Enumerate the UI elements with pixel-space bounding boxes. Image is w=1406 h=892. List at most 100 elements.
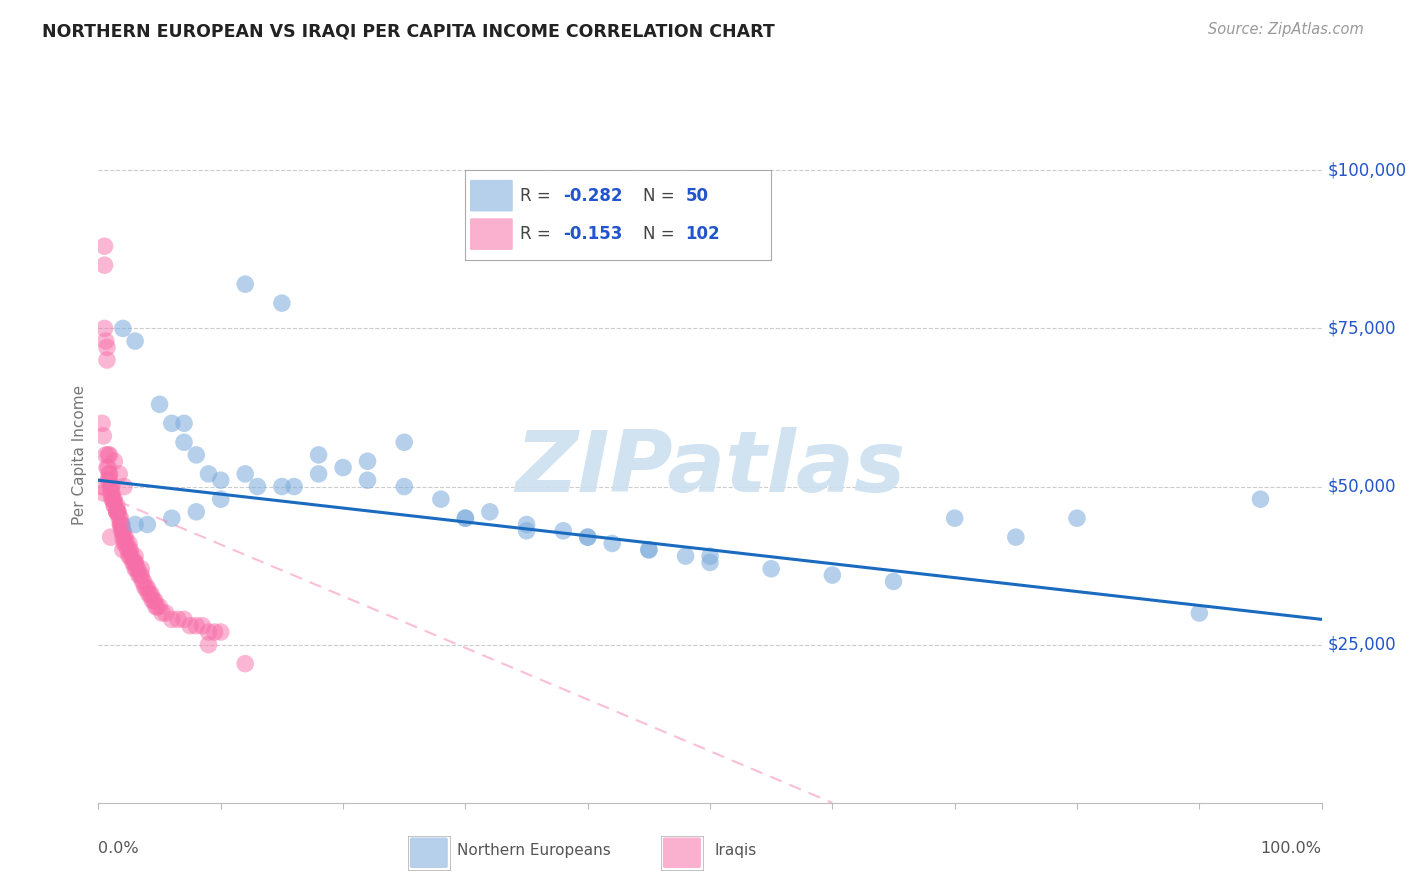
Point [142,593,165,607]
Point [233,657,256,671]
Point [553,524,575,538]
Point [186,448,208,462]
Point [392,435,416,450]
Point [332,460,354,475]
Point [124,562,146,576]
Point [246,479,269,493]
Point [97,473,120,487]
Point [125,562,148,576]
Point [115,536,138,550]
Point [117,542,139,557]
Point [93,239,115,253]
Point [110,517,132,532]
Point [576,530,599,544]
Text: Source: ZipAtlas.com: Source: ZipAtlas.com [1208,22,1364,37]
Point [101,479,124,493]
Text: Northern Europeans: Northern Europeans [457,843,610,857]
Text: -0.153: -0.153 [564,225,623,244]
Point [160,511,183,525]
Point [160,612,183,626]
Point [98,473,121,487]
Point [454,511,477,525]
Point [101,492,124,507]
Point [93,258,115,272]
Point [128,568,150,582]
Text: -0.282: -0.282 [564,186,623,204]
Point [111,530,134,544]
Point [821,568,844,582]
Point [97,448,120,462]
Text: N =: N = [643,225,679,244]
Point [515,524,537,538]
Point [110,511,132,525]
Point [112,536,135,550]
Point [204,625,226,640]
Text: $100,000: $100,000 [1327,161,1406,179]
Point [191,618,214,632]
Point [101,492,124,507]
Text: $50,000: $50,000 [1327,477,1396,496]
Point [146,599,169,614]
Point [111,524,134,538]
Point [103,492,125,507]
Point [478,505,501,519]
Point [454,511,477,525]
Point [96,460,118,475]
Point [138,587,160,601]
Point [105,505,128,519]
Point [110,517,132,532]
Point [129,568,152,582]
Point [91,479,114,493]
Point [124,556,146,570]
Point [136,517,159,532]
Point [111,517,134,532]
Point [270,479,294,493]
Point [356,473,378,487]
Point [943,511,966,525]
Point [103,499,125,513]
Point [173,612,195,626]
Point [127,562,149,576]
Text: 102: 102 [686,225,720,244]
Point [108,511,131,525]
Point [675,549,697,563]
Point [98,448,121,462]
Point [96,340,118,354]
Point [94,448,117,462]
Point [149,599,172,614]
Point [699,556,721,570]
Point [100,479,122,493]
Point [98,467,121,481]
FancyBboxPatch shape [470,180,513,211]
Point [118,536,141,550]
Text: 50: 50 [686,186,709,204]
Point [141,593,163,607]
Point [111,542,134,557]
Point [136,581,159,595]
Point [637,542,661,557]
Point [134,581,156,595]
Point [143,593,166,607]
Point [209,492,232,507]
Point [356,454,378,468]
Point [112,530,135,544]
Point [100,486,122,500]
Point [167,612,190,626]
Point [132,574,155,589]
Point [91,486,114,500]
Point [145,599,167,614]
Point [105,499,128,513]
Point [121,556,143,570]
Point [155,606,177,620]
Text: 0.0%: 0.0% [98,841,139,856]
Point [283,479,305,493]
Point [392,479,416,493]
Point [150,606,173,620]
Point [108,467,131,481]
Point [699,549,721,563]
Point [103,499,125,513]
Point [97,460,120,475]
Point [96,353,118,368]
Point [1249,492,1271,507]
Point [270,296,294,310]
